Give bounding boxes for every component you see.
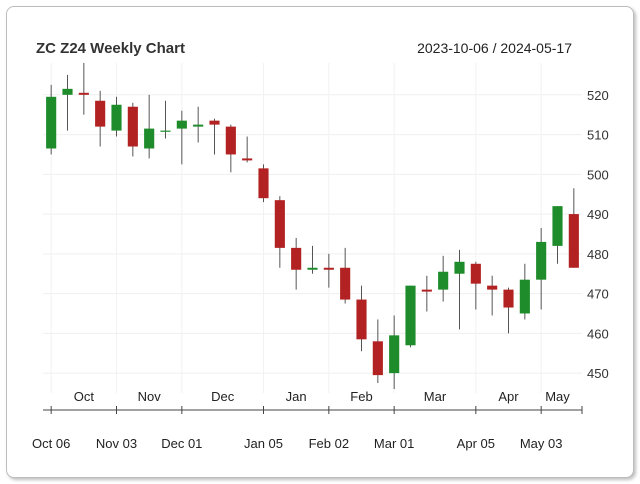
x-date-label: Oct 06 xyxy=(32,436,70,451)
candle-body-down xyxy=(356,299,367,340)
y-tick-label: 480 xyxy=(587,247,609,262)
candle-body-down xyxy=(258,168,269,199)
candle-body-down xyxy=(470,263,481,284)
candle-body-down xyxy=(209,120,220,125)
candle-body-down xyxy=(323,267,334,270)
candle-body-up xyxy=(144,128,155,149)
x-month-label: Jan xyxy=(286,389,307,404)
x-month-label: Feb xyxy=(350,389,372,404)
candle-body-down xyxy=(421,289,432,292)
candle-body-up xyxy=(454,261,465,274)
candle-body-down xyxy=(487,285,498,290)
candle-body-down xyxy=(503,289,514,308)
y-tick-label: 520 xyxy=(587,88,609,103)
x-date-label: Feb 02 xyxy=(309,436,349,451)
candles xyxy=(46,63,579,390)
candle-body-down xyxy=(372,341,383,376)
candle-body-up xyxy=(160,130,171,132)
y-tick-label: 450 xyxy=(587,366,609,381)
candle-body-down xyxy=(291,247,302,270)
axes: 450 460 470 480 490 500 510 520 Oct 06 Nov 03 Dec … xyxy=(32,88,609,451)
candle-body-down xyxy=(340,267,351,300)
date-range: 2023-10-06 / 2024-05-17 xyxy=(417,40,572,56)
candle-body-up xyxy=(519,279,530,314)
x-month-label: Apr xyxy=(498,389,519,404)
candle-body-up xyxy=(536,241,547,280)
candle-body-up xyxy=(405,285,416,346)
candle-body-up xyxy=(552,206,563,246)
candle-body-up xyxy=(46,96,57,149)
candle-body-down xyxy=(225,126,236,155)
y-tick-label: 470 xyxy=(587,287,609,302)
y-tick-label: 460 xyxy=(587,326,609,341)
candle-body-up xyxy=(438,271,449,290)
x-month-label: Oct xyxy=(74,389,95,404)
grid xyxy=(43,63,582,393)
chart-frame xyxy=(6,6,634,478)
x-month-label: Mar xyxy=(424,389,447,404)
chart-title: ZC Z24 Weekly Chart xyxy=(36,40,185,57)
y-tick-label: 490 xyxy=(587,207,609,222)
x-date-label: May 03 xyxy=(520,436,563,451)
candle-body-up xyxy=(193,124,204,127)
y-tick-label: 500 xyxy=(587,167,609,182)
candle-body-down xyxy=(274,200,285,248)
x-date-label: Jan 05 xyxy=(244,436,283,451)
x-date-label: Mar 01 xyxy=(374,436,414,451)
candle-body-down xyxy=(568,214,579,268)
candle-body-up xyxy=(111,104,122,131)
x-month-label: Nov xyxy=(138,389,162,404)
candle-body-up xyxy=(62,88,73,95)
x-month-label: Dec xyxy=(211,389,235,404)
x-date-label: Dec 01 xyxy=(161,436,202,451)
x-month-label: May xyxy=(545,389,570,404)
candle-body-down xyxy=(95,100,106,127)
x-date-label: Apr 05 xyxy=(457,436,495,451)
candle-body-up xyxy=(307,267,318,270)
candle-body-up xyxy=(389,335,400,374)
candle-body-down xyxy=(242,158,253,161)
candle-body-up xyxy=(176,120,187,129)
y-tick-label: 510 xyxy=(587,128,609,143)
x-date-label: Nov 03 xyxy=(96,436,137,451)
candle-body-down xyxy=(127,106,138,147)
candle-body-down xyxy=(78,92,89,95)
